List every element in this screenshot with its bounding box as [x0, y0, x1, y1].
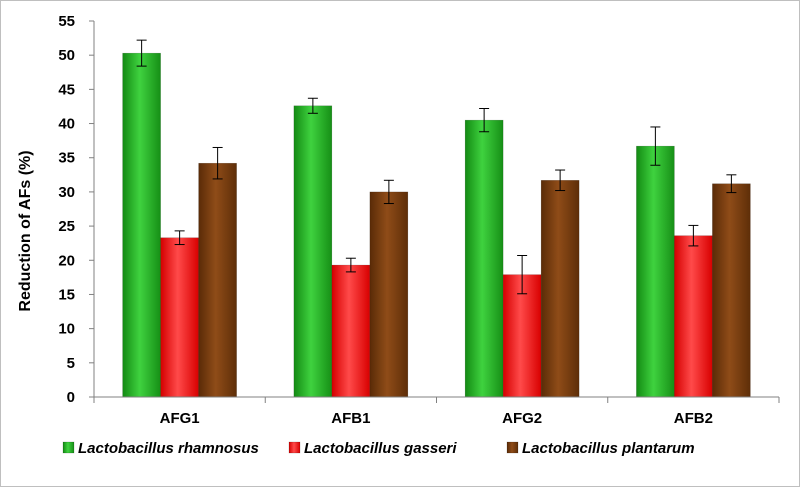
y-axis: 0 5 10 15 20 25 30 35 40 45 50 55	[58, 13, 95, 406]
x-axis: AFG1 AFB1 AFG2 AFB2	[93, 396, 780, 427]
x-tick-label: AFG2	[502, 410, 542, 427]
bar	[331, 264, 371, 398]
bar	[198, 162, 237, 398]
x-tick-label: AFG1	[160, 410, 200, 427]
y-tick-label: 25	[58, 218, 75, 235]
bar	[674, 235, 713, 398]
bar	[636, 145, 675, 398]
y-tick-label: 50	[58, 47, 75, 64]
y-tick-label: 20	[58, 252, 75, 269]
legend-label: Lactobacillus plantarum	[522, 440, 695, 457]
bar	[464, 119, 504, 398]
legend-swatch	[288, 441, 301, 454]
bars	[122, 39, 751, 398]
y-tick-label: 35	[58, 150, 75, 167]
y-tick-label: 10	[58, 321, 75, 338]
legend-label: Lactobacillus gasseri	[304, 440, 457, 457]
y-axis-title: Reduction of AFs (%)	[17, 150, 34, 311]
legend-swatch	[62, 441, 75, 454]
bar	[293, 105, 333, 398]
bar	[122, 52, 161, 398]
y-tick-label: 0	[67, 389, 75, 406]
bar	[540, 180, 580, 398]
legend: Lactobacillus rhamnosus Lactobacillus gas…	[62, 440, 695, 457]
bar	[160, 237, 199, 398]
y-tick-label: 55	[58, 13, 75, 30]
legend-label: Lactobacillus rhamnosus	[78, 440, 259, 457]
y-tick-label: 45	[58, 81, 75, 98]
y-tick-label: 5	[67, 355, 75, 372]
legend-swatch	[506, 441, 519, 454]
y-tick-label: 40	[58, 116, 75, 133]
bar	[369, 191, 409, 398]
y-tick-label: 30	[58, 184, 75, 201]
bar	[712, 183, 751, 398]
x-tick-label: AFB2	[674, 410, 713, 427]
x-tick-label: AFB1	[331, 410, 370, 427]
y-tick-label: 15	[58, 286, 75, 303]
